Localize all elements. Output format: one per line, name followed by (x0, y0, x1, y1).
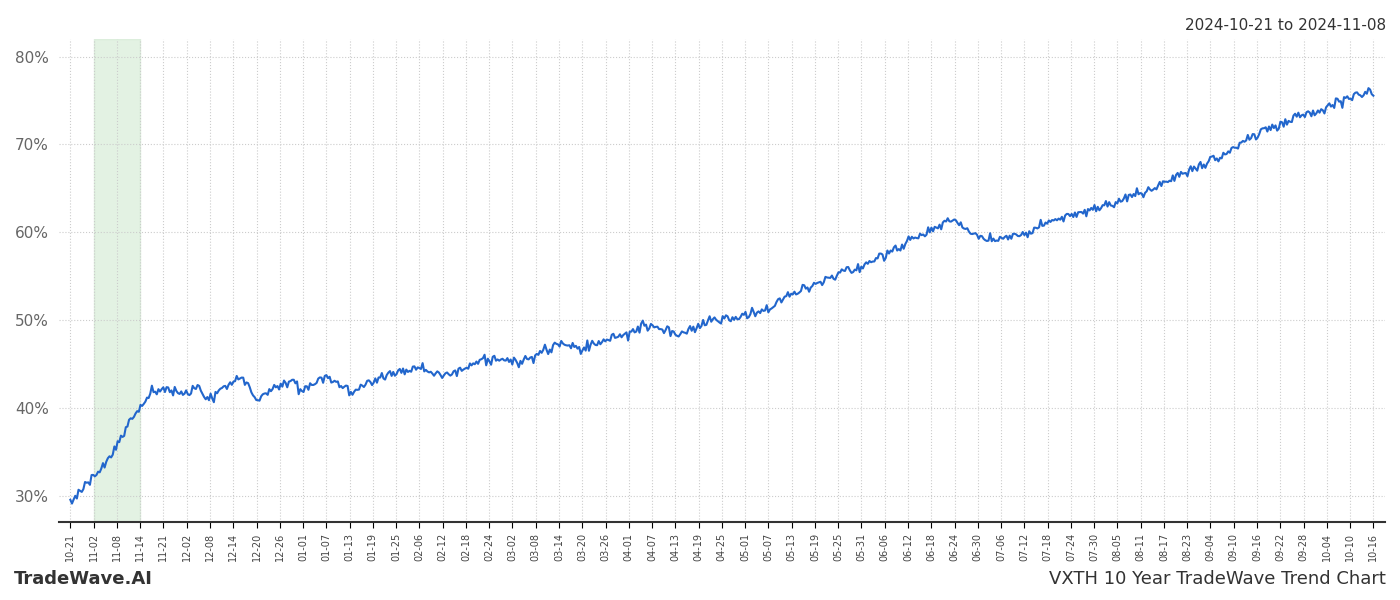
Text: VXTH 10 Year TradeWave Trend Chart: VXTH 10 Year TradeWave Trend Chart (1049, 570, 1386, 588)
Text: 2024-10-21 to 2024-11-08: 2024-10-21 to 2024-11-08 (1184, 18, 1386, 33)
Text: TradeWave.AI: TradeWave.AI (14, 570, 153, 588)
Bar (94, 39, 140, 522)
